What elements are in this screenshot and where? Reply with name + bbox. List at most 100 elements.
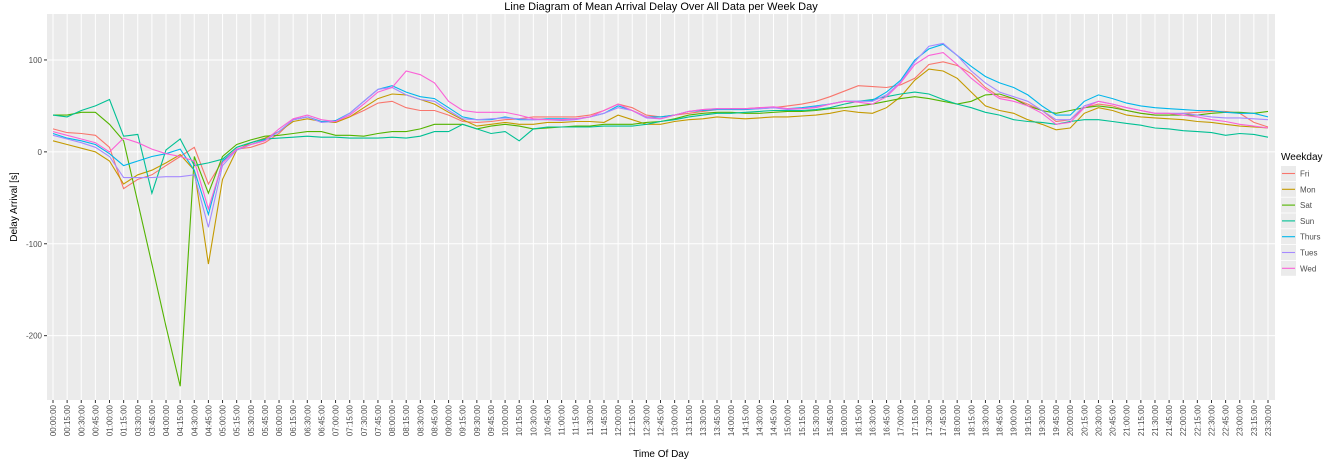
x-tick-label: 07:00:00	[332, 404, 341, 436]
x-tick-label: 07:30:00	[360, 404, 369, 436]
y-tick-label: 100	[29, 56, 43, 65]
x-tick-label: 20:00:00	[1066, 404, 1075, 436]
x-tick-label: 22:00:00	[1179, 404, 1188, 436]
x-tick-label: 04:30:00	[190, 404, 199, 436]
x-tick-label: 17:30:00	[925, 404, 934, 436]
x-tick-label: 08:30:00	[416, 404, 425, 436]
x-tick-label: 04:15:00	[176, 404, 185, 436]
x-tick-label: 20:15:00	[1080, 404, 1089, 436]
x-tick-label: 18:15:00	[967, 404, 976, 436]
x-tick-label: 23:00:00	[1236, 404, 1245, 436]
x-tick-label: 00:30:00	[77, 404, 86, 436]
x-axis-title: Time Of Day	[633, 449, 689, 460]
x-tick-label: 18:45:00	[996, 404, 1005, 436]
x-tick-label: 15:00:00	[784, 404, 793, 436]
x-tick-label: 22:30:00	[1207, 404, 1216, 436]
x-tick-label: 14:30:00	[755, 404, 764, 436]
x-tick-label: 22:15:00	[1193, 404, 1202, 436]
x-tick-label: 23:15:00	[1250, 404, 1259, 436]
x-tick-label: 22:45:00	[1222, 404, 1231, 436]
x-tick-label: 14:00:00	[727, 404, 736, 436]
x-tick-label: 18:00:00	[953, 404, 962, 436]
x-tick-label: 00:45:00	[91, 404, 100, 436]
x-tick-label: 03:30:00	[134, 404, 143, 436]
x-tick-label: 06:15:00	[289, 404, 298, 436]
x-tick-label: 16:00:00	[840, 404, 849, 436]
x-tick-label: 17:45:00	[939, 404, 948, 436]
x-tick-label: 08:15:00	[402, 404, 411, 436]
x-tick-label: 06:45:00	[317, 404, 326, 436]
x-tick-label: 01:00:00	[106, 404, 115, 436]
legend-label: Sun	[1300, 217, 1314, 226]
chart-title: Line Diagram of Mean Arrival Delay Over …	[504, 1, 818, 13]
legend-label: Thurs	[1300, 233, 1320, 242]
x-tick-label: 16:15:00	[854, 404, 863, 436]
x-tick-label: 17:00:00	[897, 404, 906, 436]
x-tick-label: 14:15:00	[741, 404, 750, 436]
legend-label: Tues	[1300, 249, 1318, 258]
x-tick-label: 15:15:00	[798, 404, 807, 436]
x-tick-label: 00:15:00	[63, 404, 72, 436]
x-tick-label: 06:00:00	[275, 404, 284, 436]
y-tick-label: -200	[26, 332, 43, 341]
x-tick-label: 08:45:00	[430, 404, 439, 436]
series-line	[52, 52, 1269, 211]
x-tick-label: 09:45:00	[487, 404, 496, 436]
x-tick-label: 09:00:00	[445, 404, 454, 436]
x-tick-label: 08:00:00	[388, 404, 397, 436]
x-tick-label: 12:00:00	[614, 404, 623, 436]
x-tick-label: 19:00:00	[1010, 404, 1019, 436]
x-tick-label: 06:30:00	[303, 404, 312, 436]
x-tick-label: 21:15:00	[1137, 404, 1146, 436]
x-tick-label: 23:30:00	[1264, 404, 1273, 436]
x-tick-label: 04:00:00	[162, 404, 171, 436]
x-tick-label: 16:45:00	[883, 404, 892, 436]
x-tick-label: 05:15:00	[233, 404, 242, 436]
x-tick-label: 10:45:00	[543, 404, 552, 436]
x-tick-label: 13:30:00	[699, 404, 708, 436]
x-tick-label: 17:15:00	[911, 404, 920, 436]
legend-label: Fri	[1300, 170, 1310, 179]
x-tick-label: 13:00:00	[671, 404, 680, 436]
x-tick-label: 01:15:00	[120, 404, 129, 436]
x-tick-label: 09:15:00	[459, 404, 468, 436]
x-tick-label: 19:15:00	[1024, 404, 1033, 436]
x-tick-label: 18:30:00	[981, 404, 990, 436]
x-tick-label: 11:00:00	[558, 404, 567, 435]
legend-title: Weekday	[1281, 152, 1323, 163]
x-tick-label: 16:30:00	[868, 404, 877, 436]
x-tick-label: 11:30:00	[586, 404, 595, 435]
x-tick-label: 12:15:00	[628, 404, 637, 436]
x-tick-label: 00:00:00	[49, 404, 58, 436]
y-tick-label: 0	[38, 148, 43, 157]
x-tick-label: 10:15:00	[515, 404, 524, 436]
x-tick-label: 11:45:00	[600, 404, 609, 435]
x-tick-label: 21:30:00	[1151, 404, 1160, 436]
x-tick-label: 05:30:00	[247, 404, 256, 436]
x-tick-label: 13:45:00	[713, 404, 722, 436]
x-tick-label: 19:30:00	[1038, 404, 1047, 436]
x-tick-label: 12:30:00	[642, 404, 651, 436]
x-tick-label: 10:00:00	[501, 404, 510, 436]
x-tick-label: 05:45:00	[261, 404, 270, 436]
legend-label: Wed	[1300, 264, 1316, 273]
legend-label: Sat	[1300, 201, 1313, 210]
x-tick-label: 20:30:00	[1094, 404, 1103, 436]
x-tick-label: 11:15:00	[572, 404, 581, 435]
legend-label: Mon	[1300, 185, 1316, 194]
x-tick-label: 07:15:00	[346, 404, 355, 436]
x-tick-label: 15:45:00	[826, 404, 835, 436]
x-tick-label: 15:30:00	[812, 404, 821, 436]
y-axis-title: Delay Arrival [s]	[9, 172, 20, 242]
x-tick-label: 20:45:00	[1109, 404, 1118, 436]
x-tick-label: 09:30:00	[473, 404, 482, 436]
x-tick-label: 21:45:00	[1165, 404, 1174, 436]
x-tick-label: 05:00:00	[219, 404, 228, 436]
x-tick-label: 13:15:00	[685, 404, 694, 436]
x-tick-label: 04:45:00	[204, 404, 213, 436]
y-tick-label: -100	[26, 240, 43, 249]
series-line	[52, 91, 1269, 196]
x-tick-label: 19:45:00	[1052, 404, 1061, 436]
x-tick-label: 12:45:00	[657, 404, 666, 436]
